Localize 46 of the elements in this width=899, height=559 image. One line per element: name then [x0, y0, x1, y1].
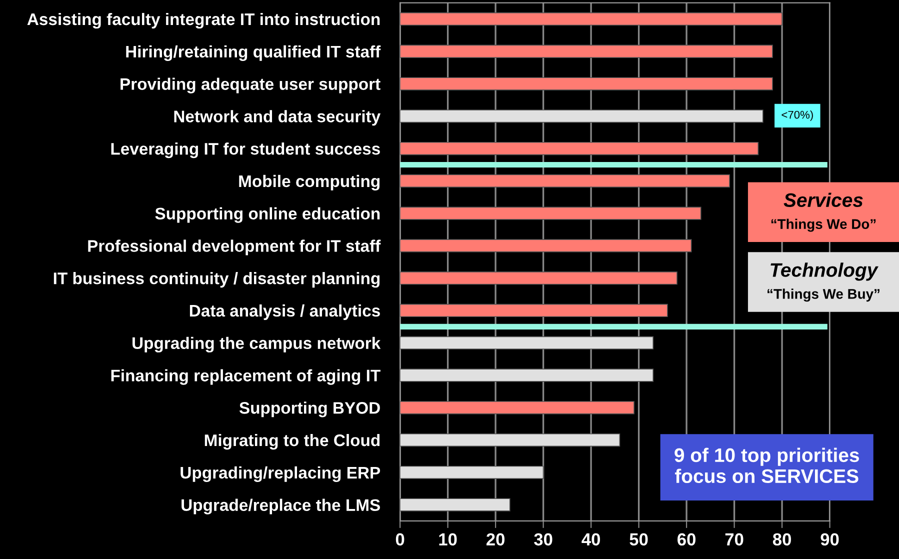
bar [400, 433, 620, 447]
y-tick-label: Hiring/retaining qualified IT staff [126, 45, 381, 61]
bar [400, 12, 782, 26]
y-tick-label: Professional development for IT staff [88, 240, 381, 256]
y-tick-label: Upgrading/replacing ERP [180, 466, 380, 482]
x-tick-label: 90 [820, 533, 839, 546]
x-tick-label: 30 [534, 533, 552, 546]
text: Services “Things We Do” [771, 192, 876, 232]
bar [400, 110, 764, 123]
y-tick-label: Migrating to the Cloud [204, 434, 380, 450]
annotation: <70%) [782, 110, 813, 121]
bar [400, 272, 678, 285]
y-tick-label: Mobile computing [239, 174, 380, 190]
x-tick-label: 80 [772, 533, 791, 546]
x-tick-label: 40 [582, 533, 600, 546]
bar [400, 401, 634, 414]
bar [400, 142, 759, 156]
bar [400, 206, 702, 220]
y-tick-label: Data analysis / analytics [190, 304, 380, 320]
bar [400, 498, 510, 512]
y-tick-label: Upgrade/replace the LMS [182, 498, 380, 514]
x-tick-label: 60 [678, 533, 696, 546]
bar [400, 466, 544, 479]
y-tick-label: Upgrading the campus network [132, 336, 381, 352]
text: Technology “Things We Buy” [768, 262, 880, 302]
y-tick-label: Providing adequate user support [120, 78, 380, 94]
bar [400, 336, 654, 350]
x-tick-label: 70 [725, 533, 744, 546]
y-tick-label: Assisting faculty integrate IT into instruction [27, 12, 380, 29]
y-tick-label: Leveraging IT for student success [111, 142, 380, 158]
x-tick-label: 10 [439, 533, 457, 546]
x-tick-label: 50 [630, 533, 648, 546]
y-tick-label: IT business continuity / disaster planning [54, 272, 380, 288]
bar [400, 77, 773, 90]
x-tick-label: 20 [486, 533, 504, 546]
x-tick-label: 0 [396, 533, 404, 546]
bar [400, 304, 668, 318]
bar [400, 44, 773, 58]
bar [400, 174, 730, 188]
annotation: 9 of 10 top priorities focus on SERVICES [674, 448, 859, 484]
y-tick-label: Supporting online education [155, 207, 380, 223]
bar [400, 368, 654, 382]
y-tick-label: Network and data security [174, 110, 381, 126]
bar [400, 239, 692, 252]
y-tick-label: Supporting BYOD [239, 402, 380, 418]
y-tick-label: Financing replacement of aging IT [111, 369, 380, 385]
